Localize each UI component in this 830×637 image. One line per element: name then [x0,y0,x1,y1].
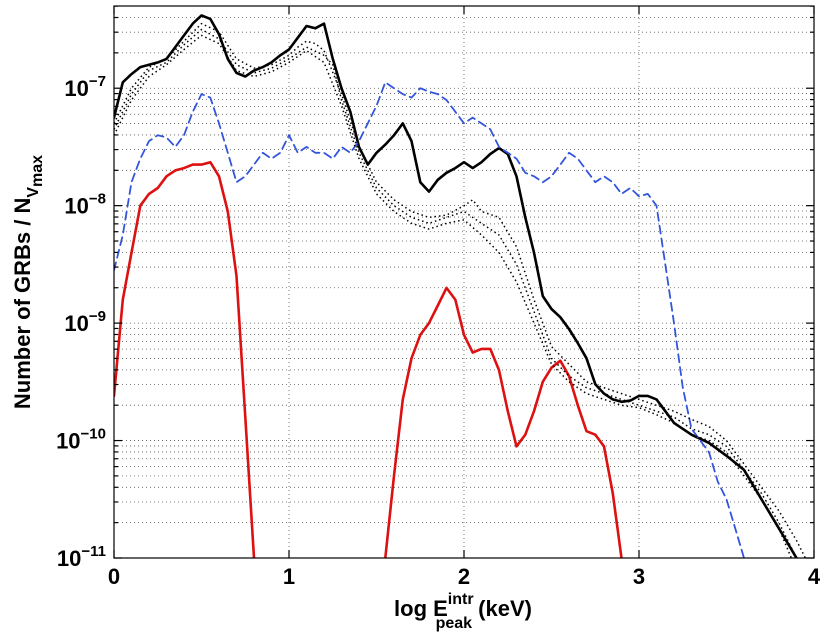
x-tick-label: 0 [108,564,120,589]
x-tick-label: 1 [283,564,295,589]
y-axis-label-base: Number of GRBs / N [10,198,35,409]
y-tick-label: 10−9 [64,308,106,336]
x-tick-label: 3 [633,564,645,589]
x-tick-label: 4 [808,564,821,589]
series-line-2-dashed [114,81,745,558]
y-tick-labels: 10−11 10−10 10−9 10−8 10−7 [56,73,106,571]
x-axis-label-base: log E [394,596,448,621]
x-tick-label: 2 [458,564,470,589]
y-tick-label: 10−11 [57,543,106,571]
series-layer [114,14,806,558]
y-tick-label: 10−8 [64,191,106,219]
series-line-6-dotted [114,28,798,558]
x-tick-labels: 0 1 2 3 4 [108,564,821,589]
series-line-4-solid [384,286,623,558]
x-axis-label-sub: peak [436,615,473,632]
y-tick-label: 10−10 [56,426,106,454]
series-line-1-solid [114,14,798,558]
x-axis-label-sup: intr [448,591,474,608]
series-line-5-dotted [114,22,806,558]
y-axis-label-sub: V [25,187,42,198]
x-axis-label-suffix: (keV) [472,596,532,621]
y-tick-label: 10−7 [64,73,106,101]
y-axis-label: Number of GRBs / NVmax [10,155,46,409]
grid [114,5,814,558]
series-line-3-solid [114,160,256,558]
x-axis-label: log Eintr peak (keV) [394,591,532,632]
y-axis-label-subsub: max [29,155,46,187]
ticks [113,5,815,559]
